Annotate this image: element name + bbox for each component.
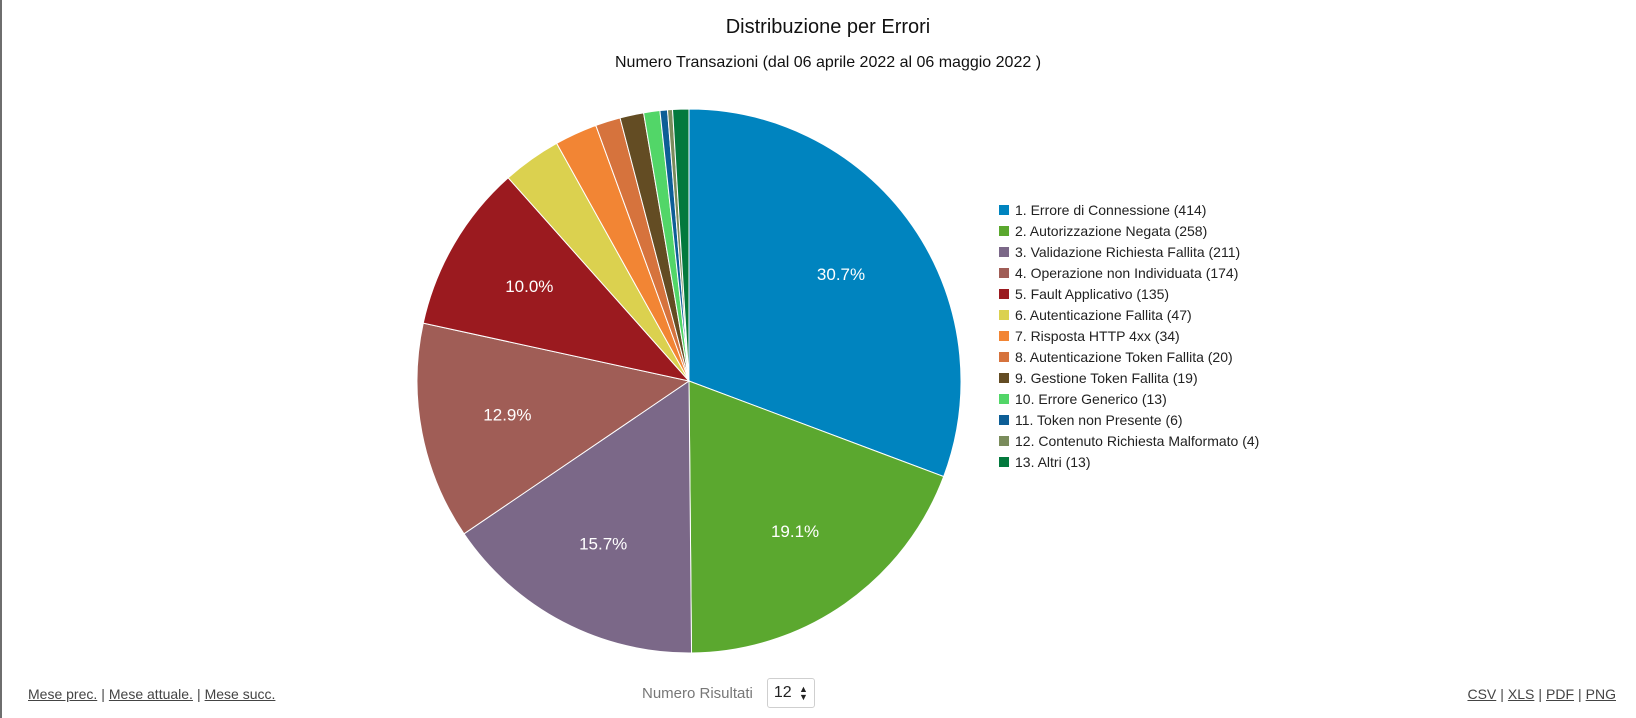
export-pdf-link[interactable]: PDF: [1546, 686, 1575, 702]
legend-swatch: [999, 246, 1009, 257]
slice-data-label-2: 19.1%: [771, 522, 819, 541]
export-separator: |: [1500, 686, 1504, 702]
legend-label: 5. Fault Applicativo (135): [1015, 285, 1170, 302]
chart-subtitle: Numero Transazioni (dal 06 aprile 2022 a…: [614, 54, 1042, 71]
results-count-value: 12: [773, 684, 792, 701]
pie-slice-3[interactable]: [463, 380, 693, 654]
legend-item-3[interactable]: 3. Validazione Richiesta Fallita (211): [999, 241, 1259, 262]
legend-label: 13. Altri (13): [1015, 453, 1091, 470]
legend-swatch: [999, 435, 1009, 446]
legend-item-4[interactable]: 4. Operazione non Individuata (174): [999, 262, 1259, 283]
legend-label: 4. Operazione non Individuata (174): [1015, 264, 1239, 281]
legend-item-9[interactable]: 9. Gestione Token Fallita (19): [999, 367, 1259, 388]
legend-item-2[interactable]: 2. Autorizzazione Negata (258): [999, 220, 1259, 241]
slice-data-label-4: 12.9%: [483, 406, 531, 425]
chart-legend: 1. Errore di Connessione (414) 2. Autoriz…: [999, 199, 1259, 472]
legend-swatch: [999, 393, 1009, 404]
legend-item-7[interactable]: 7. Risposta HTTP 4xx (34): [999, 325, 1259, 346]
legend-label: 8. Autenticazione Token Fallita (20): [1015, 348, 1233, 365]
legend-item-5[interactable]: 5. Fault Applicativo (135): [999, 283, 1259, 304]
pie-slice-2[interactable]: [688, 380, 945, 654]
export-links: CSV | XLS | PDF | PNG: [1467, 686, 1616, 702]
legend-label: 12. Contenuto Richiesta Malformato (4): [1015, 432, 1260, 449]
legend-item-12[interactable]: 12. Contenuto Richiesta Malformato (4): [999, 430, 1259, 451]
slice-data-label-1: 30.7%: [817, 265, 865, 284]
export-separator: |: [1538, 686, 1543, 702]
next-month-link[interactable]: Mese succ.: [204, 686, 276, 702]
legend-item-10[interactable]: 10. Errore Generico (13): [999, 388, 1259, 409]
slice-data-label-3: 15.7%: [579, 534, 627, 553]
pie-slice-5[interactable]: [422, 177, 691, 382]
month-navigation: Mese prec. | Mese attuale. | Mese succ.: [28, 686, 275, 702]
current-month-link[interactable]: Mese attuale.: [108, 686, 193, 702]
legend-swatch: [999, 351, 1009, 362]
slice-data-label-5: 10.0%: [505, 277, 553, 296]
results-count-label: Numero Risultati: [642, 684, 753, 702]
results-count-control: Numero Risultati 12 ▲ ▼: [642, 678, 815, 708]
legend-swatch: [999, 456, 1009, 467]
legend-swatch: [999, 267, 1009, 278]
pie-slice-1[interactable]: [688, 108, 962, 478]
legend-label: 7. Risposta HTTP 4xx (34): [1015, 327, 1180, 344]
legend-item-13[interactable]: 13. Altri (13): [999, 451, 1259, 472]
legend-label: 10. Errore Generico (13): [1015, 390, 1167, 407]
legend-swatch: [999, 309, 1009, 320]
export-csv-link[interactable]: CSV: [1467, 686, 1497, 702]
legend-item-8[interactable]: 8. Autenticazione Token Fallita (20): [999, 346, 1259, 367]
legend-item-11[interactable]: 11. Token non Presente (6): [999, 409, 1259, 430]
legend-swatch: [999, 372, 1009, 383]
legend-label: 1. Errore di Connessione (414): [1015, 201, 1207, 218]
nav-separator: |: [196, 686, 201, 702]
legend-swatch: [999, 414, 1009, 425]
legend-label: 2. Autorizzazione Negata (258): [1015, 222, 1208, 239]
nav-separator: |: [101, 686, 105, 702]
pie-slice-13[interactable]: [671, 108, 690, 382]
previous-month-link[interactable]: Mese prec.: [28, 686, 98, 702]
export-png-link[interactable]: PNG: [1585, 686, 1616, 702]
legend-label: 11. Token non Presente (6): [1015, 411, 1183, 428]
legend-label: 3. Validazione Richiesta Fallita (211): [1015, 243, 1241, 260]
export-separator: |: [1578, 686, 1582, 702]
legend-label: 9. Gestione Token Fallita (19): [1015, 369, 1198, 386]
legend-item-1[interactable]: 1. Errore di Connessione (414): [999, 199, 1259, 220]
pie-slice-4[interactable]: [416, 322, 691, 535]
export-xls-link[interactable]: XLS: [1507, 686, 1535, 702]
select-arrows-icon: ▲ ▼: [798, 684, 808, 702]
legend-swatch: [999, 225, 1009, 236]
results-count-select[interactable]: 12 ▲ ▼: [766, 678, 815, 708]
legend-swatch: [999, 288, 1009, 299]
legend-label: 6. Autenticazione Fallita (47): [1015, 306, 1192, 323]
legend-swatch: [999, 330, 1009, 341]
legend-swatch: [999, 204, 1009, 215]
chart-title: Distribuzione per Errori: [725, 16, 931, 38]
legend-item-6[interactable]: 6. Autenticazione Fallita (47): [999, 304, 1259, 325]
